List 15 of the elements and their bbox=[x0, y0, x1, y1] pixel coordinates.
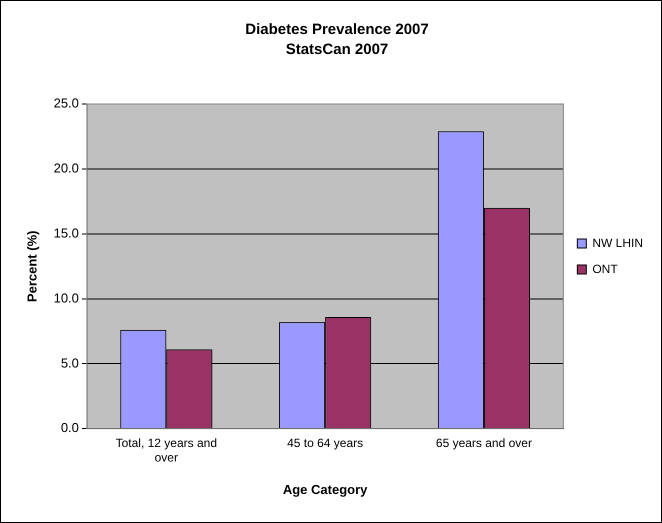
x-tick-label: 65 years and over bbox=[436, 436, 532, 450]
y-tick-label: 10.0 bbox=[54, 290, 79, 306]
y-tick-label: 5.0 bbox=[60, 355, 79, 370]
x-tick-label: 45 to 64 years bbox=[287, 436, 364, 450]
legend-label: NW LHIN bbox=[592, 236, 644, 250]
chart-subtitle: StatsCan 2007 bbox=[286, 41, 388, 58]
x-tick-label: Total, 12 years and over bbox=[116, 436, 218, 465]
y-tick-label: 0.0 bbox=[60, 420, 79, 436]
y-tick-label: 20.0 bbox=[54, 160, 79, 176]
y-axis-title: Percent (%) bbox=[24, 230, 40, 302]
chart-title: Diabetes Prevalence 2007 bbox=[245, 21, 429, 38]
x-axis-title: Age Category bbox=[282, 482, 368, 497]
legend-label: ONT bbox=[592, 262, 618, 276]
y-tick-label: 25.0 bbox=[54, 96, 79, 111]
y-tick-label: 15.0 bbox=[54, 225, 79, 240]
